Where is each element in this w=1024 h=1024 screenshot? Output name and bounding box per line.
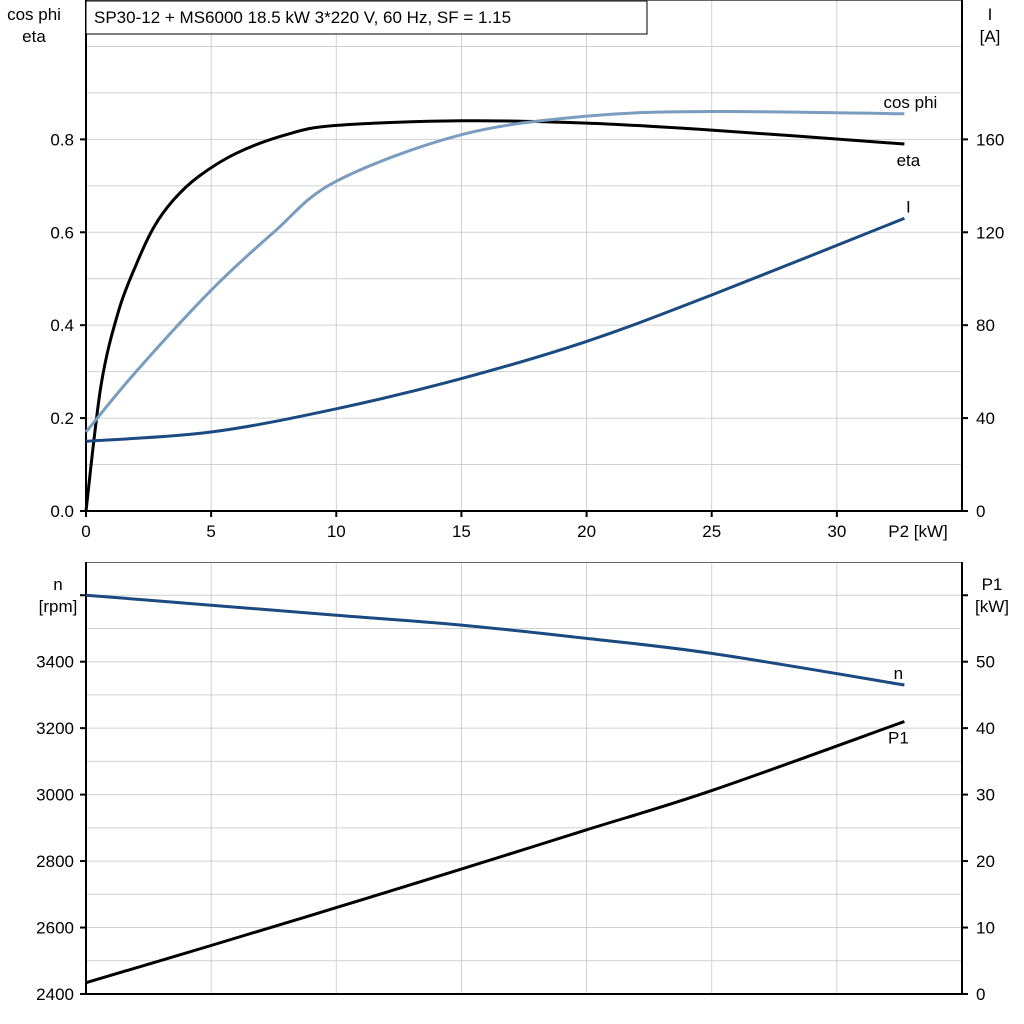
series-line-i bbox=[85, 216, 905, 443]
x-tick-label: 0 bbox=[81, 522, 90, 541]
y-tick-label-right: 10 bbox=[976, 919, 995, 938]
y-tick-label-right: 160 bbox=[976, 130, 1004, 149]
y-tick-label-right: 40 bbox=[976, 409, 995, 428]
series-line-eta bbox=[84, 119, 905, 512]
x-tick-label: 15 bbox=[452, 522, 471, 541]
x-tick-label: 10 bbox=[327, 522, 346, 541]
y-tick-label-right: 0 bbox=[976, 985, 985, 1004]
y-tick-label-right: 50 bbox=[976, 653, 995, 672]
y-tick-label-left: 0.6 bbox=[50, 223, 74, 242]
y-tick-label-left: 3000 bbox=[36, 786, 74, 805]
x-tick-label: 20 bbox=[577, 522, 596, 541]
y-axis-label-left: eta bbox=[22, 27, 46, 46]
series-label-n: n bbox=[894, 664, 903, 683]
y-tick-label-right: 30 bbox=[976, 786, 995, 805]
y-tick-label-right: 120 bbox=[976, 223, 1004, 242]
series-label-eta: eta bbox=[897, 151, 921, 170]
series-line-p1 bbox=[85, 720, 905, 985]
y-tick-label-right: 0 bbox=[976, 502, 985, 521]
y-tick-label-left: 0.4 bbox=[50, 316, 74, 335]
y-tick-label-left: 2800 bbox=[36, 852, 74, 871]
x-tick-label: 30 bbox=[827, 522, 846, 541]
y-axis-label-left: n bbox=[53, 575, 62, 594]
series-label-cos-phi: cos phi bbox=[883, 93, 937, 112]
series-label-i: I bbox=[906, 197, 911, 216]
x-tick-label: 25 bbox=[702, 522, 721, 541]
y-tick-label-right: 20 bbox=[976, 852, 995, 871]
x-tick-label: 5 bbox=[206, 522, 215, 541]
y-tick-label-left: 2600 bbox=[36, 919, 74, 938]
y-tick-label-right: 40 bbox=[976, 719, 995, 738]
title-box bbox=[85, 0, 648, 35]
series-line-n bbox=[85, 593, 905, 687]
y-tick-label-left: 0.0 bbox=[50, 502, 74, 521]
y-axis-label-right: I bbox=[988, 5, 993, 24]
chart-title: SP30-12 + MS6000 18.5 kW 3*220 V, 60 Hz,… bbox=[94, 8, 511, 27]
y-axis-label-left: [rpm] bbox=[39, 597, 78, 616]
series-label-p1: P1 bbox=[888, 729, 909, 748]
x-axis-label: P2 [kW] bbox=[888, 522, 948, 541]
y-tick-label-left: 3200 bbox=[36, 719, 74, 738]
y-tick-label-left: 2400 bbox=[36, 985, 74, 1004]
y-tick-label-left: 0.2 bbox=[50, 409, 74, 428]
series-line-cos-phi bbox=[84, 109, 905, 433]
y-axis-label-right: P1 bbox=[982, 575, 1003, 594]
y-tick-label-right: 80 bbox=[976, 316, 995, 335]
y-axis-label-right: [A] bbox=[980, 27, 1001, 46]
y-axis-label-left: cos phi bbox=[7, 5, 61, 24]
y-tick-label-left: 3400 bbox=[36, 653, 74, 672]
y-tick-label-left: 0.8 bbox=[50, 130, 74, 149]
y-axis-label-right: [kW] bbox=[975, 597, 1009, 616]
